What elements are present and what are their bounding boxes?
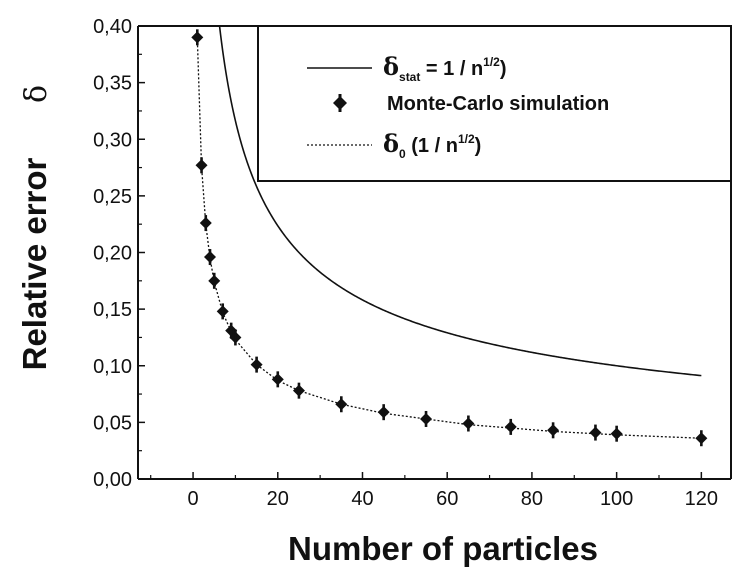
mc-marker	[208, 272, 221, 289]
mc-marker	[420, 410, 433, 427]
x-tick-label: 120	[685, 488, 718, 510]
legend-label-stat: δstat = 1 / n1/2)	[383, 52, 507, 84]
y-axis-title: Relative error	[16, 157, 53, 370]
mc-marker	[271, 371, 284, 388]
mc-marker	[462, 415, 475, 432]
mc-marker	[589, 424, 602, 441]
mc-marker	[204, 249, 217, 266]
mc-marker	[229, 329, 242, 346]
x-tick-label: 0	[188, 488, 199, 510]
axes-layer: 0,00 0,05 0,10 0,15 0,20 0,25 0,30 0,35 0,40 0 20 4…	[93, 16, 732, 510]
mc-marker	[216, 303, 229, 320]
y-tick-label: 0,15	[93, 299, 132, 321]
x-tick-label: 60	[436, 488, 458, 510]
mc-marker	[335, 396, 348, 413]
axis-titles: Number of particles Relative error δ	[16, 85, 598, 567]
mc-marker	[504, 418, 517, 435]
x-tick-label: 40	[351, 488, 373, 510]
mc-marker	[195, 157, 208, 174]
legend-swatch-mc	[333, 94, 347, 112]
mc-marker	[250, 356, 263, 373]
mc-marker	[377, 404, 390, 421]
mc-marker	[695, 430, 708, 447]
mc-marker	[292, 382, 305, 399]
y-tick-label: 0,35	[93, 73, 132, 95]
mc-marker	[610, 425, 623, 442]
x-tick-label: 20	[267, 488, 289, 510]
x-tick-label: 80	[521, 488, 543, 510]
x-axis-title: Number of particles	[288, 530, 598, 567]
x-tick-label: 100	[600, 488, 633, 510]
stat-line	[218, 25, 702, 377]
y-tick-label: 0,05	[93, 412, 132, 434]
y-tick-label: 0,10	[93, 356, 132, 378]
y-tick-label: 0,25	[93, 186, 132, 208]
legend-label-fit: δ0 (1 / n1/2)	[383, 129, 481, 161]
y-tick-label: 0,00	[93, 469, 132, 491]
mc-marker	[191, 29, 204, 46]
mc-marker	[547, 422, 560, 439]
y-tick-label: 0,30	[93, 129, 132, 151]
y-tick-label: 0,20	[93, 243, 132, 265]
mc-marker	[199, 215, 212, 232]
y-axis-symbol: δ	[19, 85, 54, 103]
series-layer	[191, 25, 708, 447]
y-tick-label: 0,40	[93, 16, 132, 38]
legend: δstat = 1 / n1/2) Monte-Carlo simulation…	[257, 25, 732, 182]
legend-label-mc: Monte-Carlo simulation	[387, 93, 609, 115]
